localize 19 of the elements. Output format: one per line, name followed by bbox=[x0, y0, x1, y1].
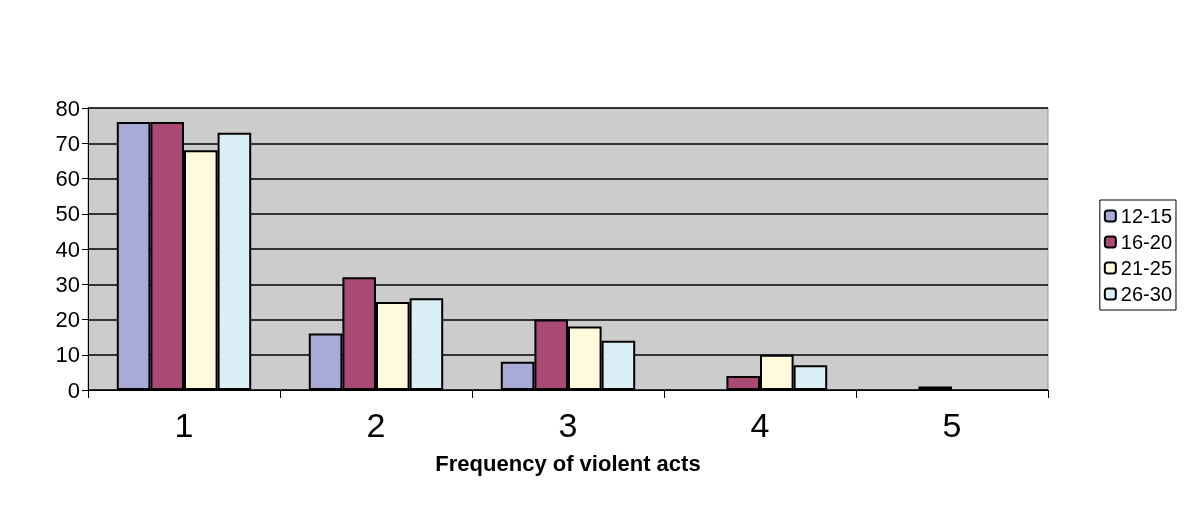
x-tick-label: 2 bbox=[366, 406, 386, 444]
x-tick-label: 4 bbox=[750, 406, 770, 444]
x-axis-title: Frequency of violent acts bbox=[435, 450, 701, 476]
y-tick-label: 50 bbox=[55, 201, 80, 227]
x-tick-label: 3 bbox=[558, 406, 578, 444]
y-tick-label: 30 bbox=[55, 271, 80, 297]
y-tick-label: 40 bbox=[55, 236, 80, 262]
y-tick-label: 60 bbox=[55, 166, 80, 191]
x-tick-label: 5 bbox=[942, 406, 962, 444]
y-tick-label: 10 bbox=[55, 342, 80, 368]
legend-label: 16-20 bbox=[1120, 231, 1172, 253]
x-tick-label: 1 bbox=[174, 406, 194, 444]
y-tick-label: 70 bbox=[55, 130, 80, 156]
y-tick-label: 80 bbox=[55, 95, 80, 121]
legend-label: 26-30 bbox=[1120, 283, 1172, 305]
legend-label: 21-25 bbox=[1120, 257, 1172, 279]
y-tick-label: 0 bbox=[67, 377, 80, 403]
legend-label: 12-15 bbox=[1120, 205, 1172, 227]
y-tick-label: 20 bbox=[55, 307, 80, 332]
